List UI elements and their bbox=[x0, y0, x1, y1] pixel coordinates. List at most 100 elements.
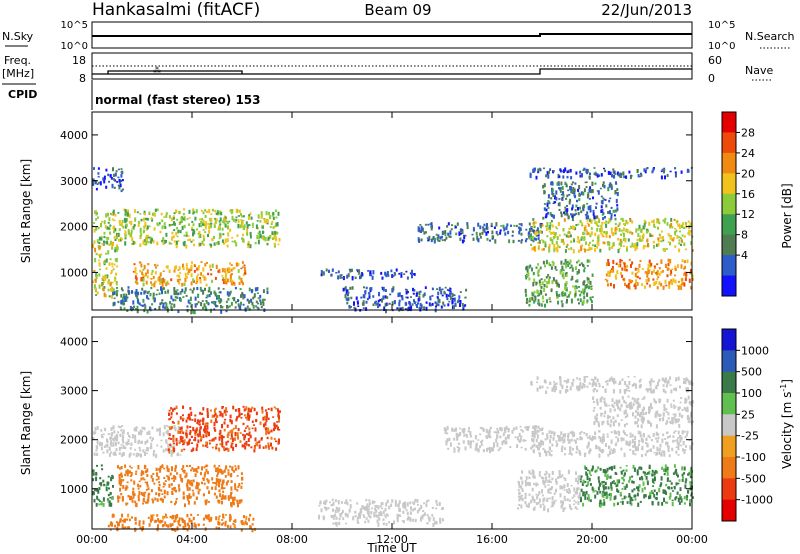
data-cell bbox=[531, 487, 534, 492]
data-cell bbox=[429, 295, 432, 300]
data-cell bbox=[496, 427, 499, 430]
data-cell bbox=[683, 450, 686, 455]
data-cell bbox=[640, 424, 643, 429]
data-cell bbox=[132, 453, 135, 456]
data-cell bbox=[657, 242, 660, 247]
data-cell bbox=[121, 495, 124, 498]
data-cell bbox=[184, 277, 187, 283]
data-cell bbox=[601, 213, 604, 216]
data-cell bbox=[145, 488, 148, 491]
data-cell bbox=[105, 487, 108, 492]
data-cell bbox=[554, 265, 557, 270]
data-cell bbox=[128, 443, 130, 445]
data-cell bbox=[138, 446, 141, 449]
data-cell bbox=[656, 270, 659, 273]
data-cell bbox=[613, 465, 616, 469]
data-cell bbox=[122, 437, 124, 442]
data-cell bbox=[118, 452, 121, 455]
data-cell bbox=[114, 524, 117, 528]
data-cell bbox=[689, 472, 692, 477]
data-cell bbox=[168, 215, 171, 219]
data-cell bbox=[388, 521, 391, 524]
data-cell bbox=[244, 520, 247, 525]
data-cell bbox=[666, 501, 669, 504]
data-cell bbox=[583, 452, 586, 458]
data-cell bbox=[428, 518, 431, 522]
data-cell bbox=[196, 481, 198, 486]
data-cell bbox=[559, 190, 562, 193]
data-cell bbox=[146, 439, 149, 444]
data-cell bbox=[683, 466, 686, 471]
data-cell bbox=[391, 274, 394, 278]
data-cell bbox=[605, 223, 608, 228]
data-cell bbox=[357, 305, 360, 307]
data-cell bbox=[602, 433, 605, 438]
data-cell bbox=[602, 484, 605, 488]
data-cell bbox=[497, 432, 500, 434]
data-cell bbox=[184, 287, 187, 292]
data-cell bbox=[146, 296, 149, 299]
data-cell bbox=[561, 474, 564, 478]
data-cell bbox=[435, 507, 438, 510]
data-cell bbox=[410, 296, 412, 298]
data-cell bbox=[415, 292, 418, 297]
data-cell bbox=[646, 274, 649, 278]
data-cell bbox=[207, 272, 210, 276]
data-cell bbox=[205, 499, 208, 503]
data-cell bbox=[221, 445, 224, 448]
data-cell bbox=[330, 514, 333, 518]
data-cell bbox=[607, 453, 610, 457]
data-cell bbox=[678, 236, 681, 239]
data-cell bbox=[616, 188, 619, 191]
data-cell bbox=[111, 474, 114, 477]
data-cell bbox=[676, 284, 679, 287]
data-cell bbox=[176, 472, 179, 475]
data-cell bbox=[573, 213, 576, 217]
data-cell bbox=[233, 266, 236, 269]
data-cell bbox=[541, 428, 544, 431]
data-cell bbox=[106, 438, 108, 443]
data-cell bbox=[529, 172, 532, 177]
data-cell bbox=[166, 465, 169, 469]
data-cell bbox=[549, 434, 552, 439]
data-cell bbox=[540, 231, 543, 234]
data-cell bbox=[238, 499, 241, 504]
data-cell bbox=[200, 289, 203, 292]
data-cell bbox=[202, 290, 205, 295]
data-cell bbox=[522, 439, 525, 442]
data-cell bbox=[203, 430, 206, 434]
data-cell bbox=[538, 473, 541, 477]
data-cell bbox=[596, 245, 599, 249]
data-cell bbox=[570, 453, 573, 456]
data-cell bbox=[551, 182, 554, 186]
data-cell bbox=[97, 175, 100, 178]
data-cell bbox=[530, 499, 533, 504]
data-cell bbox=[146, 452, 149, 455]
data-cell bbox=[676, 440, 679, 445]
data-cell bbox=[192, 427, 195, 432]
data-cell bbox=[96, 239, 99, 244]
data-cell bbox=[261, 237, 264, 240]
data-cell bbox=[210, 225, 213, 229]
data-cell bbox=[98, 284, 101, 289]
data-cell bbox=[398, 302, 401, 307]
data-cell bbox=[547, 273, 550, 277]
data-cell bbox=[589, 218, 591, 222]
data-cell bbox=[636, 492, 639, 497]
data-cell bbox=[170, 278, 173, 282]
data-cell bbox=[263, 218, 266, 223]
data-cell bbox=[168, 241, 171, 245]
data-cell bbox=[597, 190, 600, 195]
data-cell bbox=[256, 302, 259, 305]
data-cell bbox=[531, 235, 534, 241]
data-cell bbox=[681, 466, 684, 471]
data-cell bbox=[383, 306, 386, 311]
data-cell bbox=[640, 228, 643, 233]
data-cell bbox=[143, 290, 146, 295]
data-cell bbox=[178, 281, 181, 285]
data-cell bbox=[202, 274, 205, 278]
data-cell bbox=[515, 224, 518, 228]
data-cell bbox=[547, 484, 550, 486]
data-cell bbox=[239, 432, 242, 434]
data-cell bbox=[542, 479, 545, 483]
